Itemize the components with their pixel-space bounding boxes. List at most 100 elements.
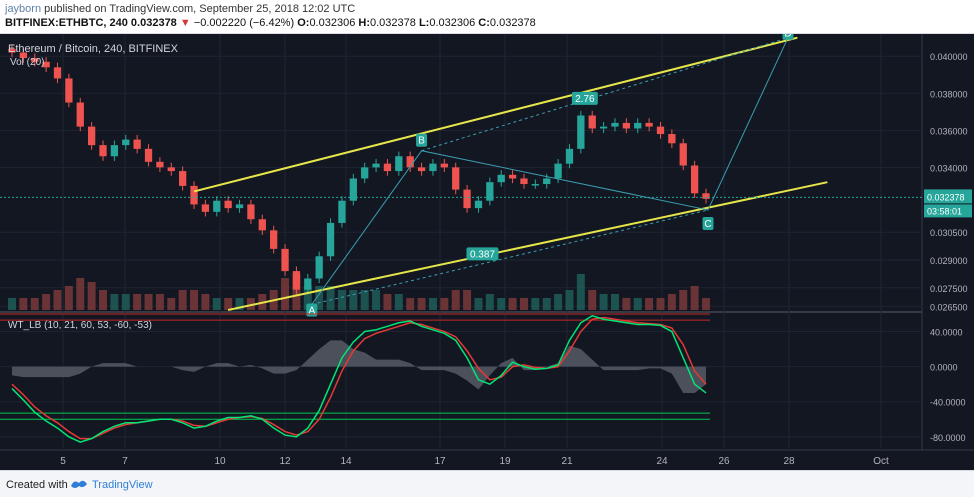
candle-body	[395, 156, 403, 172]
candle-body	[167, 167, 175, 172]
volume-bar	[30, 298, 39, 310]
candle-body	[554, 163, 562, 179]
time-tick-label: 24	[656, 456, 668, 467]
volume-bar	[349, 290, 358, 310]
candle-body	[99, 145, 107, 157]
close-value: 0.032378	[489, 17, 536, 29]
pattern-label: 2.76	[575, 94, 595, 105]
candle-body	[247, 204, 255, 220]
pattern-label-box	[466, 247, 499, 261]
candle-body	[42, 61, 50, 68]
pattern-label: A	[308, 305, 315, 316]
open-value: 0.032306	[309, 17, 356, 29]
candle-body	[622, 122, 631, 129]
volume-bar	[19, 298, 28, 310]
candle-body	[304, 278, 312, 290]
candle-body	[474, 200, 483, 209]
low-value: 0.032306	[429, 17, 476, 29]
candle-body	[543, 178, 551, 185]
wt2-series-line	[11, 316, 707, 440]
down-arrow-icon: ▼	[179, 17, 191, 29]
candle-body	[611, 122, 619, 127]
volume-bar	[656, 298, 665, 310]
volume-bar	[485, 294, 494, 310]
price-tick-label: 0.036000	[930, 126, 968, 136]
candle-body	[201, 204, 210, 212]
volume-bar	[246, 298, 255, 310]
candle-body	[520, 178, 528, 185]
candle-body	[463, 189, 471, 209]
time-tick-label: Oct	[873, 456, 889, 467]
price-tick-label: 0.038000	[930, 89, 968, 99]
pattern-label: D	[784, 34, 791, 40]
countdown-badge	[924, 204, 972, 218]
time-tick-label: 14	[340, 456, 352, 467]
volume-bar	[224, 298, 233, 310]
pattern-label-box	[782, 34, 794, 40]
oscillator-tick-label: -40.0000	[930, 398, 966, 408]
last-price-label: 0.032378	[927, 192, 965, 202]
candle-body	[577, 115, 585, 149]
tradingview-link[interactable]: TradingView	[92, 479, 153, 491]
volume-bar	[281, 278, 290, 310]
volume-bar	[201, 294, 210, 310]
author-link[interactable]: jayborn	[5, 3, 42, 15]
price-tick-label: 0.029000	[930, 256, 968, 266]
chart-area[interactable]: 5 7 10 12 14 17 19 21 24 26 28 Oct 0.040000 0.038000 0…	[0, 34, 974, 470]
candle-body	[281, 248, 289, 272]
time-tick-label: 26	[718, 456, 730, 467]
candle-body	[65, 78, 73, 103]
chart-title: Ethereum / Bitcoin, 240, BITFINEX	[8, 43, 179, 55]
tradingview-logo-icon[interactable]	[70, 477, 88, 491]
pattern-label: B	[418, 136, 425, 147]
candle-body	[179, 171, 187, 186]
candle-body	[361, 167, 369, 179]
publish-header: jayborn published on TradingView.com, Se…	[0, 0, 974, 34]
candle-body	[224, 200, 232, 209]
time-tick-label: 12	[279, 456, 291, 467]
candle-body	[270, 230, 278, 249]
channel-lower-line	[227, 181, 828, 311]
candle-body	[679, 143, 687, 166]
candle-body	[634, 122, 642, 129]
volume-bar	[8, 298, 16, 310]
volume-bar	[121, 294, 130, 310]
time-tick-label: 10	[214, 456, 226, 467]
pattern-label-box	[416, 133, 428, 147]
published-text: published on TradingView.com, September …	[44, 3, 356, 15]
symbol-line: BITFINEX:ETHBTC, 240	[5, 17, 128, 29]
volume-bar	[463, 290, 472, 310]
abcd-pattern-line	[311, 209, 709, 305]
candle-body	[372, 163, 380, 168]
abcd-pattern-line	[311, 37, 789, 305]
candle-body	[338, 200, 346, 223]
candle-body	[588, 115, 596, 129]
volume-label: Vol (20)	[10, 57, 44, 68]
pattern-label-box	[702, 216, 714, 230]
volume-bar	[667, 294, 676, 310]
candle-body	[417, 167, 426, 172]
pattern-label: C	[704, 219, 711, 230]
candle-body	[326, 222, 335, 257]
time-tick-label: 19	[499, 456, 511, 467]
volume-bar	[690, 286, 699, 310]
volume-bar	[531, 298, 540, 310]
volume-bar	[383, 294, 392, 310]
volume-bar	[542, 298, 551, 310]
volume-bar	[178, 290, 187, 310]
candle-body	[406, 156, 414, 168]
pattern-label-box	[571, 91, 598, 105]
candle-body	[702, 193, 710, 199]
candle-body	[383, 163, 392, 172]
volume-bar	[315, 286, 324, 310]
volume-bar	[167, 298, 176, 310]
candle-body	[565, 148, 574, 164]
volume-bar	[451, 290, 460, 310]
created-with-text: Created with	[6, 479, 68, 491]
candle-body	[508, 174, 517, 179]
volume-bar	[599, 294, 608, 310]
candle-body	[213, 200, 221, 212]
candle-body	[19, 52, 28, 59]
volume-bar	[565, 290, 574, 310]
candle-body	[8, 48, 16, 53]
